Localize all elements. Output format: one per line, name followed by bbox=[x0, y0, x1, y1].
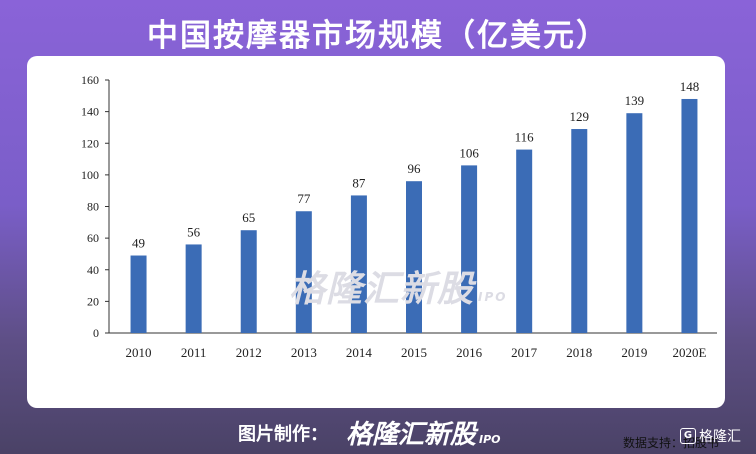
x-tick-label-2018: 2018 bbox=[566, 345, 592, 360]
y-tick-label: 100 bbox=[81, 168, 99, 182]
x-tick-label-2020E: 2020E bbox=[672, 345, 706, 360]
page-title: 中国按摩器市场规模（亿美元） bbox=[147, 18, 609, 54]
bar-2010 bbox=[130, 255, 147, 333]
bar-2017 bbox=[516, 149, 533, 333]
data-label-2012: 65 bbox=[242, 210, 255, 225]
x-tick-label-2011: 2011 bbox=[181, 345, 207, 360]
data-label-2015: 96 bbox=[408, 161, 422, 176]
x-tick-label-2016: 2016 bbox=[456, 345, 483, 360]
data-label-2011: 56 bbox=[187, 224, 201, 239]
bar-2011 bbox=[185, 244, 202, 333]
bar-2012 bbox=[240, 230, 257, 333]
bar-2013 bbox=[295, 211, 312, 333]
y-tick-label: 80 bbox=[87, 200, 99, 214]
corner-logo-icon: G bbox=[680, 428, 696, 444]
bar-chart: 0 20 40 60 80 100 120 140 160 49 2010 56 2011 65 2012 7… bbox=[81, 73, 717, 360]
data-label-2018: 129 bbox=[570, 109, 590, 124]
y-tick-label: 120 bbox=[81, 136, 99, 150]
y-tick-label: 160 bbox=[81, 73, 99, 87]
bar-2018 bbox=[571, 129, 588, 333]
data-label-2016: 106 bbox=[459, 145, 479, 160]
data-label-2017: 116 bbox=[515, 130, 535, 145]
x-tick-label-2013: 2013 bbox=[291, 345, 317, 360]
corner-logo-text: 格隆汇 bbox=[699, 429, 741, 445]
data-label-2010: 49 bbox=[132, 236, 145, 251]
x-tick-label-2010: 2010 bbox=[126, 345, 152, 360]
y-tick-label: 20 bbox=[87, 294, 99, 308]
chart-panel: 0 20 40 60 80 100 120 140 160 49 2010 56 2011 65 2012 7… bbox=[27, 56, 725, 450]
bar-2015 bbox=[406, 181, 422, 333]
data-label-2013: 77 bbox=[297, 191, 311, 206]
y-tick-label: 0 bbox=[93, 326, 99, 340]
footer-logo: 格隆汇新股 IPO bbox=[346, 414, 501, 451]
watermark-sub: IPO bbox=[478, 290, 508, 304]
x-tick-label-2014: 2014 bbox=[346, 345, 373, 360]
footer-label: 图片制作： bbox=[238, 424, 328, 445]
footer-logo-text: 格隆汇新股 bbox=[346, 420, 477, 450]
data-label-2020E: 148 bbox=[680, 79, 700, 94]
y-tick-label: 60 bbox=[87, 231, 99, 245]
corner-logo: G 格隆汇 bbox=[680, 426, 741, 446]
bar-2019 bbox=[626, 113, 643, 333]
data-label-2019: 139 bbox=[625, 93, 645, 108]
bar-2020E bbox=[681, 98, 698, 333]
data-label-2014: 87 bbox=[352, 175, 366, 190]
y-tick-label: 40 bbox=[87, 263, 99, 277]
footer-logo-sub: IPO bbox=[479, 433, 501, 446]
y-tick-label: 140 bbox=[81, 105, 99, 119]
watermark-text: 格隆汇新股 bbox=[289, 269, 475, 310]
watermark: 格隆汇新股 IPO bbox=[289, 260, 507, 312]
x-tick-label-2015: 2015 bbox=[401, 345, 427, 360]
bar-2016 bbox=[461, 165, 478, 333]
x-tick-label-2017: 2017 bbox=[511, 345, 538, 360]
bar-2014 bbox=[350, 195, 367, 333]
x-tick-label-2012: 2012 bbox=[236, 345, 262, 360]
x-tick-label-2019: 2019 bbox=[621, 345, 647, 360]
